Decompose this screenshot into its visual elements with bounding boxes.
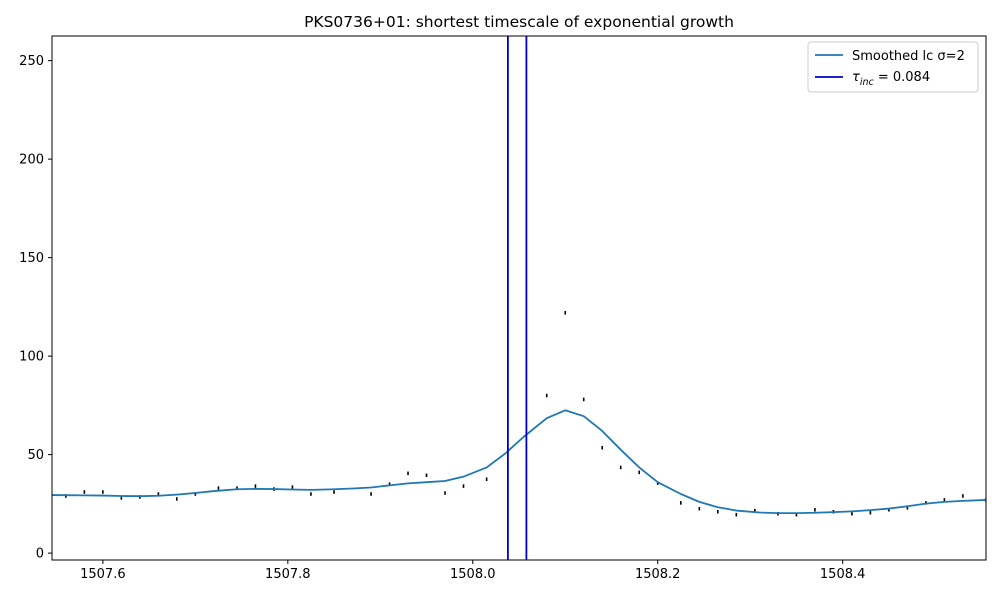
smoothed-lc-line	[52, 409, 986, 515]
x-tick-label: 1507.6	[80, 567, 126, 582]
y-tick-label: 150	[19, 251, 44, 266]
legend-label-smoothed: Smoothed lc σ=2	[852, 49, 965, 64]
y-tick-label: 50	[27, 448, 44, 463]
x-axis: 1507.6 1507.8 1508.0 1508.2 1508.4	[80, 560, 865, 582]
x-tick-label: 1508.0	[450, 567, 496, 582]
legend-tau-subscript: inc	[860, 77, 875, 88]
legend-tau-value: = 0.084	[874, 70, 930, 85]
legend-tau-symbol: τ	[852, 70, 860, 85]
chart-title: PKS0736+01: shortest timescale of expone…	[304, 13, 734, 31]
y-axis: 0 50 100 150 200 250	[19, 54, 52, 562]
tau-vertical-lines	[507, 36, 528, 560]
y-tick-label: 0	[36, 547, 44, 562]
plot-frame	[51, 35, 987, 561]
legend-box	[807, 41, 979, 93]
plot-area	[52, 36, 986, 560]
x-tick-label: 1507.8	[265, 567, 311, 582]
x-tick-label: 1508.2	[635, 567, 681, 582]
y-tick-label: 200	[19, 153, 44, 168]
y-tick-label: 250	[19, 54, 44, 69]
legend-label-tau: τinc = 0.084	[852, 70, 930, 88]
x-tick-label: 1508.4	[820, 567, 866, 582]
legend: Smoothed lc σ=2 τinc = 0.084	[807, 41, 979, 93]
y-tick-label: 100	[19, 350, 44, 365]
